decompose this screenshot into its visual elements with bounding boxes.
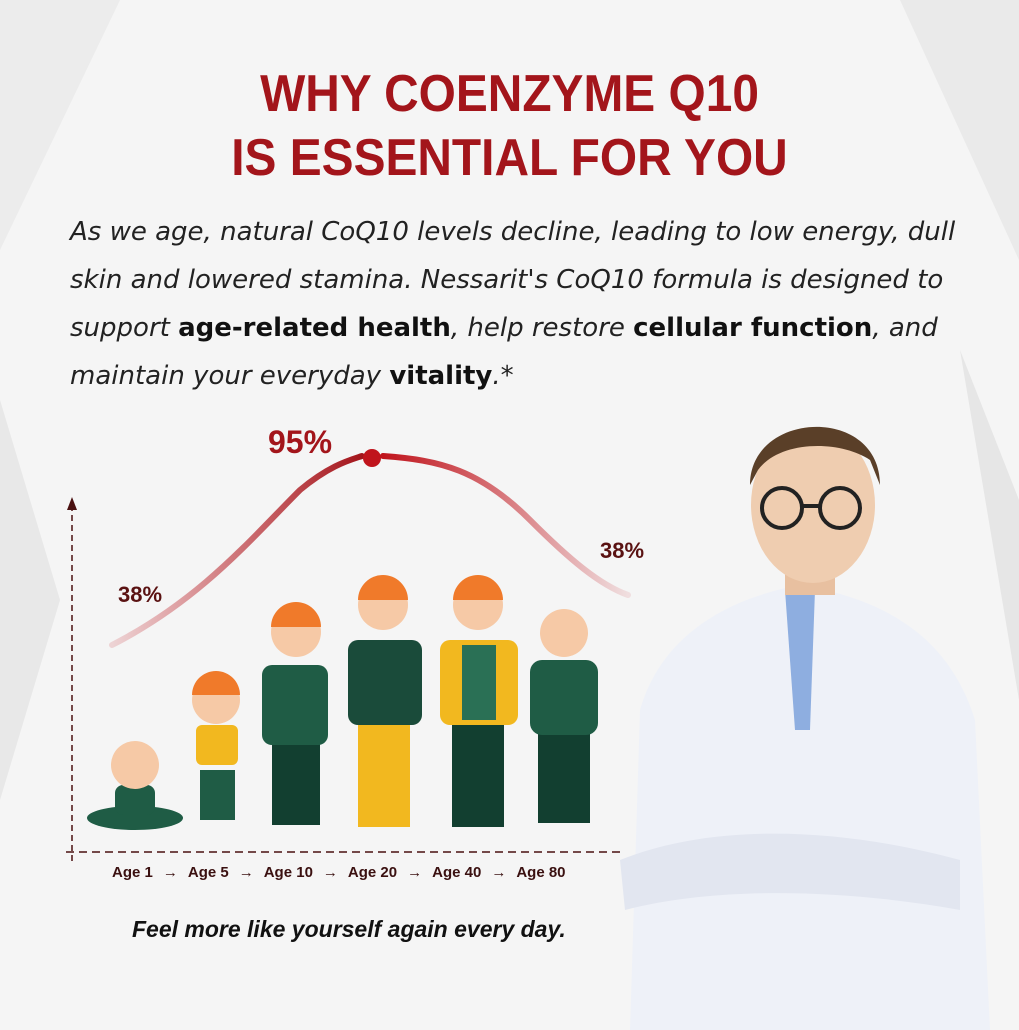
tagline: Feel more like yourself again every day. [132,916,566,942]
intro-text: , help restore [450,313,634,343]
peak-label: 95% [268,424,333,460]
arrow-right-icon: → [162,864,178,881]
age-label: Age 5 [187,864,229,881]
headline-line-1: WHY COENZYME Q10 [260,65,759,123]
figure-age-5 [192,671,240,820]
curve-rising [109,453,365,648]
figure-age-10 [262,602,328,825]
arrow-right-icon: → [238,864,254,881]
headline-line-2: IS ESSENTIAL FOR YOU [231,129,788,187]
headline: WHY COENZYME Q10 IS ESSENTIAL FOR YOU [41,62,978,190]
intro-text: As we age, natural CoQ10 levels decline,… [70,217,956,343]
figure-age-1 [87,741,183,830]
y-axis-arrow-icon [67,497,77,510]
doctor-photo [620,426,990,1030]
age-label: Age 40 [432,864,482,881]
arrow-right-icon: → [322,864,338,881]
age-label: Age 10 [263,864,313,881]
intro-bold-age-health: age-related health [178,313,451,343]
peak-dot [363,449,381,467]
curve-declining [380,453,631,598]
arrow-right-icon: → [407,864,423,881]
arrow-right-icon: → [491,864,507,881]
intro-bold-vitality: vitality [389,361,493,391]
intro-text: , and maintain your everyday [70,313,938,391]
intro-text: .* [492,361,514,391]
age-label: Age 1 [112,864,153,881]
age-figures [87,575,598,830]
age-label: Age 20 [347,864,398,881]
start-label: 38% [118,582,163,607]
figure-age-40 [440,575,518,827]
intro-paragraph: As we age, natural CoQ10 levels decline,… [70,208,970,400]
age-axis-labels: Age 1 → Age 5 → Age 10 → Age 20 → Age 40 → Ag… [112,864,566,881]
age-label: Age 80 [516,864,566,881]
figure-age-20 [348,575,422,827]
figure-age-80 [530,609,598,823]
end-label: 38% [600,538,645,563]
intro-bold-cellular: cellular function [633,313,873,343]
